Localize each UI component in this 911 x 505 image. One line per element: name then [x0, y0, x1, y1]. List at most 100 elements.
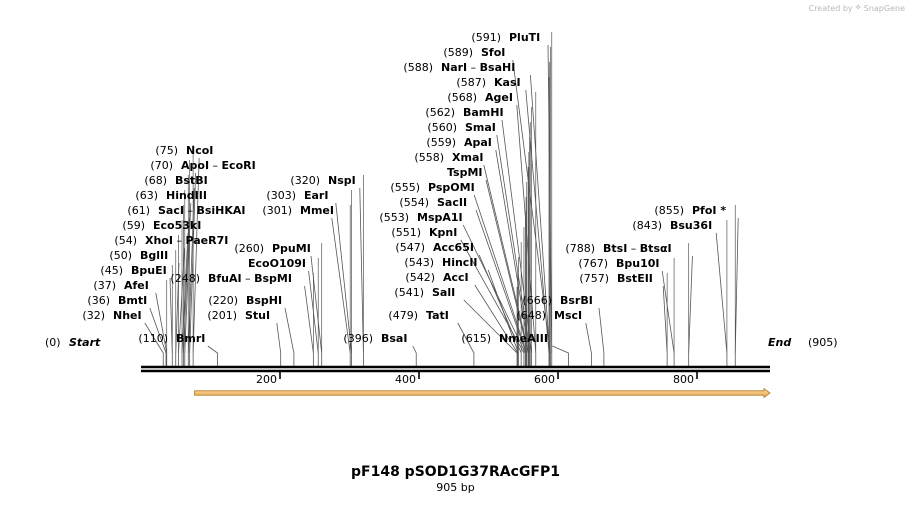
- enzyme-site-acc65i[interactable]: (547) Acc65I: [395, 241, 474, 254]
- site-position: (551): [391, 226, 421, 239]
- site-position: (68): [144, 174, 167, 187]
- site-position: (59): [122, 219, 145, 232]
- enzyme-site-apai[interactable]: (559) ApaI: [426, 136, 492, 149]
- site-position: (61): [127, 204, 150, 217]
- enzyme-site-bglii[interactable]: (50) BglII: [109, 249, 168, 262]
- enzyme-name: SalI: [432, 286, 455, 299]
- enzyme-site-eco53ki[interactable]: (59) Eco53kI: [122, 219, 201, 232]
- enzyme-site-ecoo109i[interactable]: EcoO109I: [248, 257, 306, 270]
- enzyme-site-bsrbi[interactable]: (666) BsrBI: [522, 294, 592, 307]
- enzyme-site-nhei[interactable]: (32) NheI: [82, 309, 141, 322]
- enzyme-site-bpu10i[interactable]: (767) Bpu10I: [578, 257, 659, 270]
- enzyme-name: BtsI: [603, 242, 627, 255]
- enzyme-site-sfoi[interactable]: (589) SfoI: [443, 46, 505, 59]
- enzyme-name: NheI: [113, 309, 142, 322]
- enzyme-site-hincii[interactable]: (543) HincII: [404, 256, 477, 269]
- site-position: (248): [170, 272, 200, 285]
- enzyme-site-bsteii[interactable]: (757) BstEII: [579, 272, 652, 285]
- enzyme-site-xhoi[interactable]: (54) XhoI – PaeR7I: [114, 234, 228, 247]
- enzyme-site-bmti[interactable]: (36) BmtI: [87, 294, 147, 307]
- enzyme-name: BmrI: [176, 332, 205, 345]
- site-leader-line: [552, 345, 569, 366]
- enzyme-site-bsphi[interactable]: (220) BspHI: [208, 294, 282, 307]
- enzyme-name: BtsαI: [640, 242, 672, 255]
- enzyme-site-kpni[interactable]: (551) KpnI: [391, 226, 457, 239]
- enzyme-site-bfuai[interactable]: (248) BfuAI – BspMI: [170, 272, 292, 285]
- enzyme-site-pspomi[interactable]: (555) PspOMI: [390, 181, 474, 194]
- enzyme-site-smai[interactable]: (560) SmaI: [427, 121, 496, 134]
- site-position: (301): [262, 204, 292, 217]
- site-position: (54): [114, 234, 137, 247]
- site-enzyme-name: StuI: [245, 309, 270, 322]
- site-enzyme-name: BstEII: [617, 272, 653, 285]
- enzyme-site-msci[interactable]: (648) MscI: [516, 309, 582, 322]
- enzyme-site-kasi[interactable]: (587) KasI: [456, 76, 520, 89]
- enzyme-name: NarI: [441, 61, 467, 74]
- enzyme-name: BsaI: [381, 332, 407, 345]
- enzyme-name: AfeI: [124, 279, 149, 292]
- enzyme-site-ncoi[interactable]: (75) NcoI: [155, 144, 213, 157]
- site-enzyme-name: NmeAIII: [499, 332, 548, 345]
- site-enzyme-name: PluTI: [509, 31, 540, 44]
- enzyme-site-sali[interactable]: (541) SalI: [394, 286, 455, 299]
- site-position: (788): [565, 242, 595, 255]
- enzyme-site-bstbi[interactable]: (68) BstBI: [144, 174, 207, 187]
- site-position: (37): [93, 279, 116, 292]
- site-leader-line: [474, 284, 519, 366]
- axis-tick-label: 400: [395, 373, 416, 386]
- enzyme-site-hindiii[interactable]: (63) HindIII: [135, 189, 207, 202]
- enzyme-site-sacii[interactable]: (554) SacII: [399, 196, 467, 209]
- enzyme-site-stui[interactable]: (201) StuI: [207, 309, 270, 322]
- name-separator: –: [209, 159, 222, 172]
- enzyme-site-bamhi[interactable]: (562) BamHI: [425, 106, 503, 119]
- axis-tick-label: 600: [534, 373, 555, 386]
- enzyme-site-pfoi[interactable]: (855) PfoI *: [654, 204, 726, 217]
- enzyme-site-nspi[interactable]: (320) NspI: [290, 174, 355, 187]
- enzyme-site-bsai[interactable]: (396) BsaI: [343, 332, 407, 345]
- enzyme-site-afei[interactable]: (37) AfeI: [93, 279, 148, 292]
- enzyme-site-eari[interactable]: (303) EarI: [266, 189, 328, 202]
- enzyme-site-bpuei[interactable]: (45) BpuEI: [100, 264, 166, 277]
- enzyme-name: AccI: [443, 271, 469, 284]
- enzyme-site-mmei[interactable]: (301) MmeI: [262, 204, 334, 217]
- site-position: (589): [443, 46, 473, 59]
- enzyme-name: BspHI: [246, 294, 282, 307]
- enzyme-site-bsu36i[interactable]: (843) Bsu36I: [632, 219, 712, 232]
- enzyme-site-agei[interactable]: (568) AgeI: [447, 91, 513, 104]
- enzyme-site-btsi[interactable]: (788) BtsI – BtsαI: [565, 242, 671, 255]
- site-enzyme-name: TatI: [426, 309, 449, 322]
- enzyme-site-ppumi[interactable]: (260) PpuMI: [234, 242, 310, 255]
- site-enzyme-name: NheI: [113, 309, 142, 322]
- enzyme-site-apoi[interactable]: (70) ApoI – EcoRI: [150, 159, 255, 172]
- credit-prefix: Created by: [808, 3, 853, 13]
- site-enzyme-name: SacI – BsiHKAI: [158, 204, 246, 217]
- enzyme-site-saci[interactable]: (61) SacI – BsiHKAI: [127, 204, 245, 217]
- site-enzyme-name: BtsI – BtsαI: [603, 242, 672, 255]
- enzyme-site-tati[interactable]: (479) TatI: [388, 309, 448, 322]
- enzyme-name: KpnI: [429, 226, 457, 239]
- dna-backbone: [141, 365, 770, 373]
- site-labels: (32) NheI (36) BmtI (37) AfeI (45) BpuEI (50) Bgl…: [82, 31, 726, 345]
- enzyme-site-pluti[interactable]: (591) PluTI: [471, 31, 540, 44]
- site-position: (201): [207, 309, 237, 322]
- site-enzyme-name: PfoI *: [692, 204, 726, 217]
- enzyme-name: SmaI: [465, 121, 496, 134]
- enzyme-site-acci[interactable]: (542) AccI: [405, 271, 468, 284]
- site-position: (75): [155, 144, 178, 157]
- name-separator: –: [173, 234, 186, 247]
- site-position: (615): [461, 332, 491, 345]
- enzyme-site-xmai[interactable]: (558) XmaI: [414, 151, 483, 164]
- site-position: (666): [522, 294, 552, 307]
- feature-arrow[interactable]: [194, 387, 771, 399]
- site-position: (648): [516, 309, 546, 322]
- enzyme-site-nmeaiii[interactable]: (615) NmeAIII: [461, 332, 548, 345]
- enzyme-site-mspa1i[interactable]: (553) MspA1I: [379, 211, 462, 224]
- enzyme-site-bmri[interactable]: (110) BmrI: [138, 332, 205, 345]
- enzyme-site-nari[interactable]: (588) NarI – BsaHI: [403, 61, 515, 74]
- enzyme-name: TatI: [426, 309, 449, 322]
- enzyme-site-tspmi[interactable]: TspMI: [447, 166, 483, 179]
- plasmid-title-block: pF148 pSOD1G37RAcGFP1 905 bp: [0, 464, 911, 494]
- site-position: (554): [399, 196, 429, 209]
- site-enzyme-name: SacII: [437, 196, 467, 209]
- site-position: (36): [87, 294, 110, 307]
